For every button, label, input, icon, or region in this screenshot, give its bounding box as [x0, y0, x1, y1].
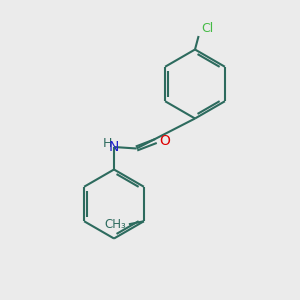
Text: O: O [160, 134, 170, 148]
Text: N: N [109, 140, 119, 154]
Text: H: H [103, 137, 112, 150]
Text: Cl: Cl [201, 22, 213, 34]
Text: CH₃: CH₃ [105, 218, 127, 231]
